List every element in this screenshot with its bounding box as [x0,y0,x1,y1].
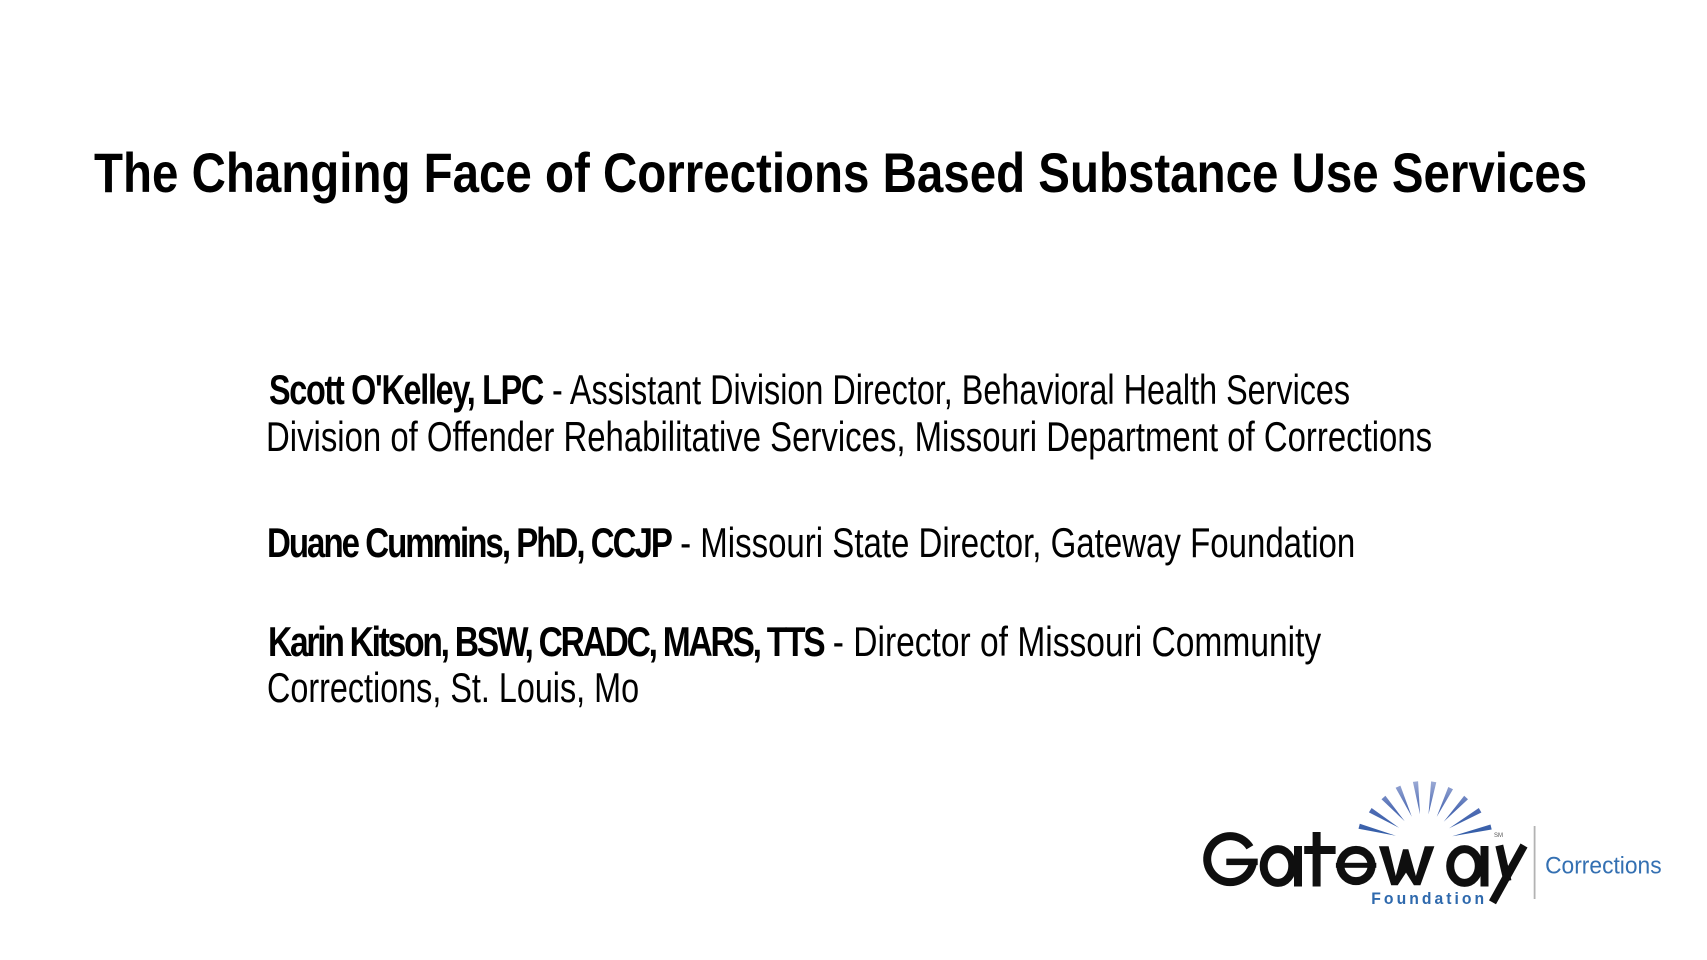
svg-text:SM: SM [1494,833,1503,839]
svg-text:Foundation: Foundation [1371,890,1487,908]
svg-text:Corrections: Corrections [1545,852,1661,879]
